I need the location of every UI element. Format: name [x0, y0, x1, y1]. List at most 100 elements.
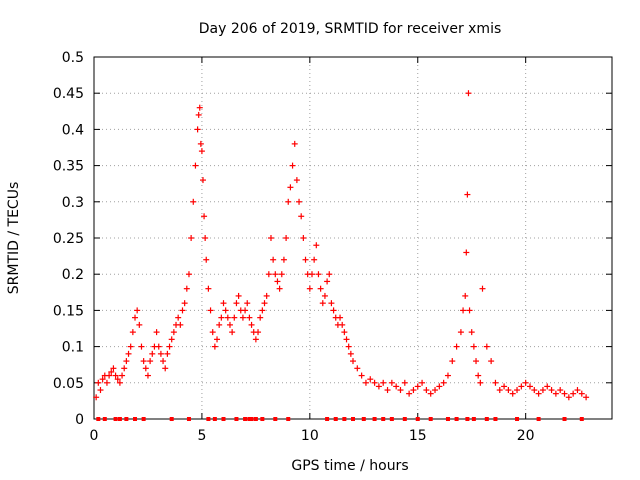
data-point [248, 321, 255, 328]
y-tick-label: 0 [75, 412, 84, 428]
data-point [202, 235, 209, 241]
data-point [289, 162, 296, 169]
data-point [328, 300, 335, 307]
data-point [170, 329, 177, 336]
zero-marker [325, 417, 330, 421]
data-point [149, 350, 156, 357]
data-point [116, 379, 123, 386]
data-point [140, 358, 147, 365]
data-point [270, 256, 277, 263]
data-point [432, 387, 439, 394]
data-point [160, 358, 167, 365]
data-point [509, 390, 516, 397]
data-point [121, 365, 128, 372]
data-point [136, 321, 143, 328]
zero-marker [515, 417, 520, 421]
data-point [185, 271, 192, 278]
data-point [460, 307, 467, 314]
data-point [296, 198, 303, 205]
x-tick-label: 20 [517, 428, 535, 444]
data-point [539, 387, 546, 394]
data-point [197, 140, 204, 147]
data-point [531, 387, 538, 394]
y-tick-label: 0.45 [53, 86, 84, 102]
data-point [183, 285, 190, 292]
data-point [280, 256, 287, 263]
zero-marker [484, 417, 489, 421]
data-point [242, 307, 249, 314]
zero-marker [234, 417, 239, 421]
data-point [574, 387, 581, 394]
data-point [298, 213, 305, 220]
data-point [181, 300, 188, 307]
data-point [557, 387, 564, 394]
data-point [162, 365, 169, 372]
y-axis-label: SRMTID / TECUs [6, 182, 22, 295]
data-point [514, 387, 521, 394]
data-point [233, 300, 240, 307]
data-point [235, 292, 242, 299]
data-point [345, 343, 352, 350]
data-point [218, 314, 225, 321]
zero-marker [428, 417, 433, 421]
data-point [272, 271, 279, 278]
zero-marker [113, 417, 118, 421]
data-point [463, 249, 470, 256]
data-point [479, 285, 486, 292]
data-point [414, 383, 421, 390]
zero-marker [286, 417, 291, 421]
zero-marker [243, 417, 248, 421]
data-point [501, 383, 508, 390]
data-point [166, 343, 173, 350]
data-point [470, 343, 477, 350]
chart-title: Day 206 of 2019, SRMTID for receiver xmi… [199, 21, 502, 37]
data-point [341, 329, 348, 336]
data-point [367, 376, 374, 383]
zero-marker [133, 417, 138, 421]
data-point [291, 140, 298, 147]
data-point [440, 379, 447, 386]
zero-marker [333, 417, 338, 421]
zero-marker [465, 417, 470, 421]
zero-marker [221, 417, 226, 421]
data-point [561, 390, 568, 397]
data-point [306, 285, 313, 292]
data-point [311, 256, 318, 263]
grid-lines [94, 57, 612, 419]
data-point [196, 104, 203, 111]
data-point [419, 379, 426, 386]
zero-marker [389, 417, 394, 421]
data-point [457, 329, 464, 336]
y-tick-label: 0.4 [62, 122, 84, 138]
data-point [354, 365, 361, 372]
x-tick-label: 5 [197, 428, 206, 444]
zero-marker [342, 417, 347, 421]
data-point [287, 184, 294, 191]
data-point [522, 379, 529, 386]
data-point [397, 387, 404, 394]
data-point [209, 329, 216, 336]
zero-marker [402, 417, 407, 421]
data-point [175, 314, 182, 321]
data-point [321, 292, 328, 299]
y-tick-label: 0.35 [53, 159, 84, 175]
data-point [358, 372, 365, 379]
data-point [203, 256, 210, 263]
data-point [142, 365, 149, 372]
data-point [257, 314, 264, 321]
data-point [347, 350, 354, 357]
zero-marker [351, 417, 355, 421]
data-point [285, 198, 292, 205]
data-point [220, 300, 227, 307]
data-point [265, 271, 272, 278]
data-point [302, 256, 309, 263]
data-point [583, 394, 590, 401]
zero-markers [96, 417, 584, 421]
data-point [246, 314, 253, 321]
data-point [436, 383, 443, 390]
zero-marker [260, 417, 265, 421]
data-point [198, 148, 205, 155]
data-point [211, 343, 218, 350]
data-point [464, 191, 471, 198]
zero-marker [186, 417, 191, 421]
